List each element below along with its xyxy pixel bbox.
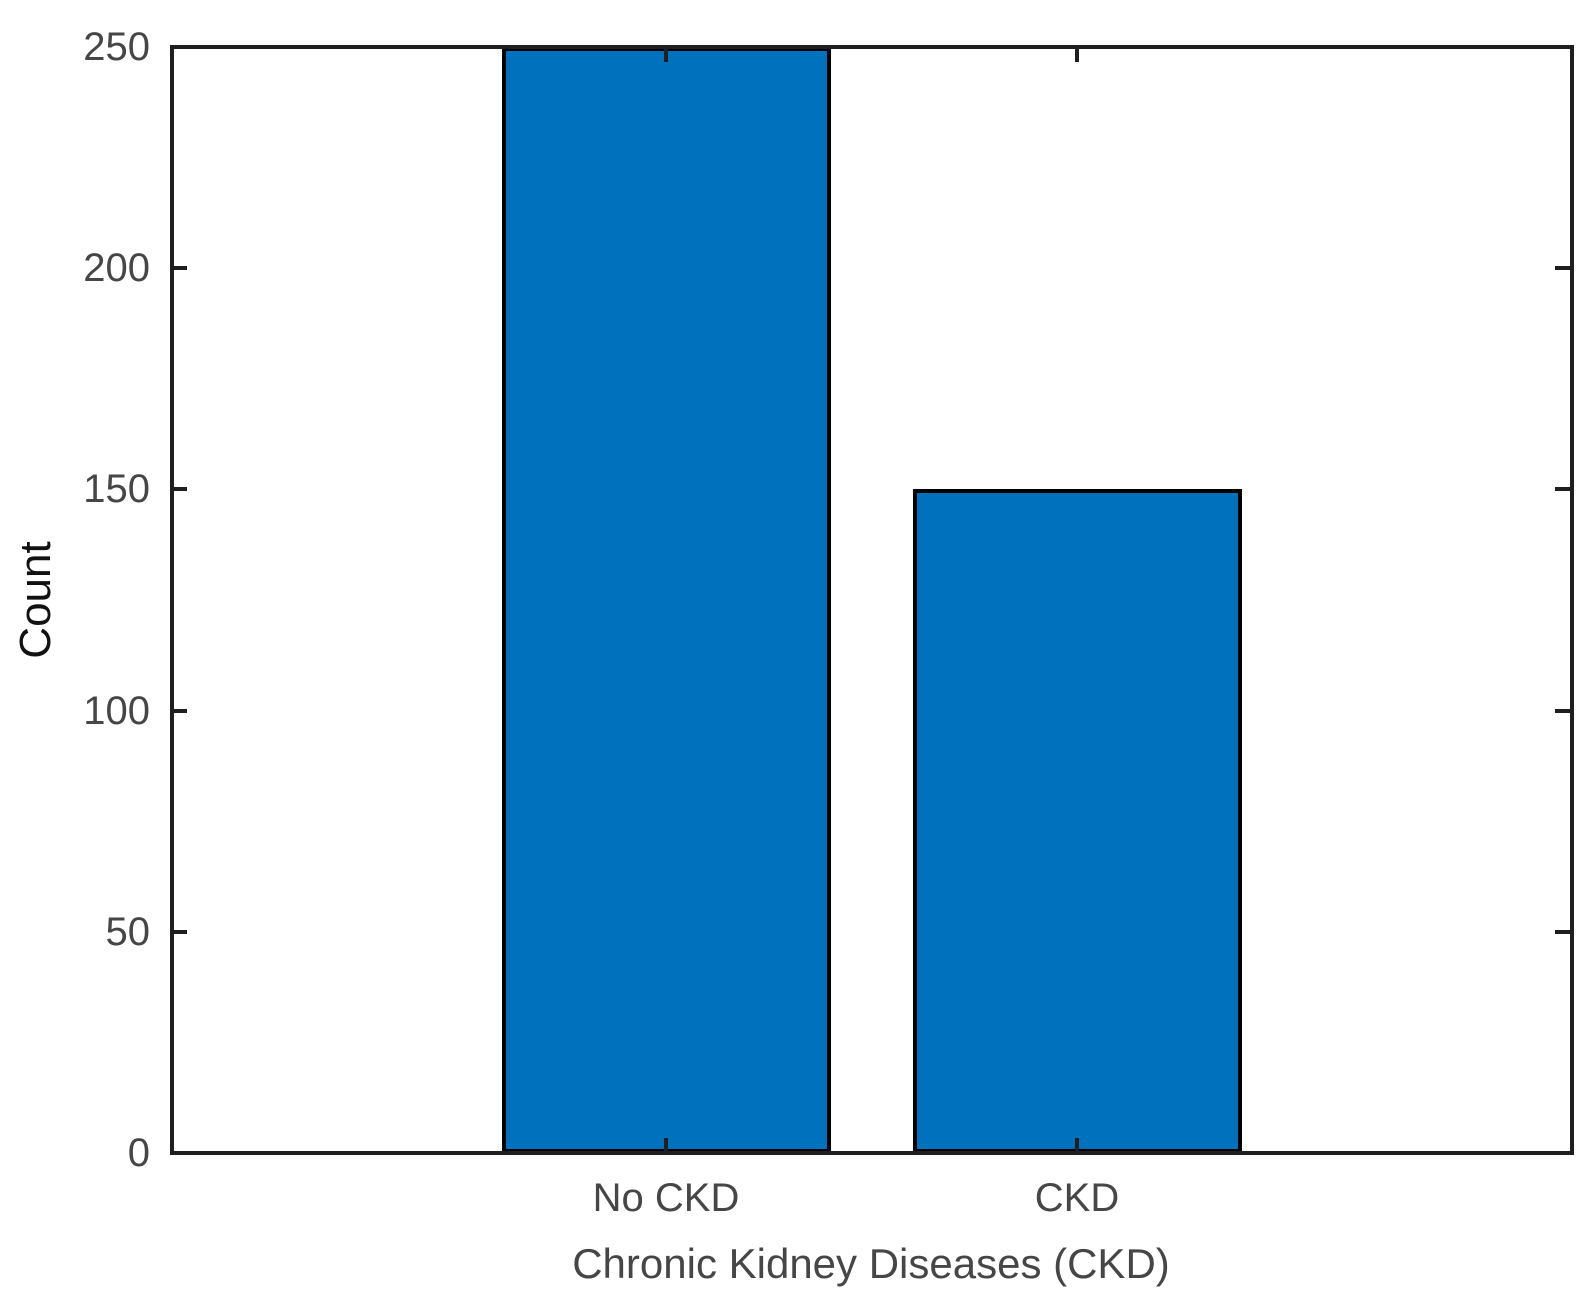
x-tick-bottom [664,1138,668,1153]
x-tick-label-no-ckd: No CKD [592,1176,740,1220]
x-tick-top [664,47,668,62]
y-tick-right [1555,487,1570,491]
y-axis-label: Count [11,541,60,659]
y-tick-left [172,709,187,713]
y-tick-left [172,930,187,934]
y-tick-label-200: 200 [83,246,150,290]
y-tick-right [1555,930,1570,934]
y-tick-left [172,266,187,270]
y-tick-left [172,487,187,491]
y-tick-right [1555,45,1570,49]
plot-area [170,45,1574,1155]
y-tick-left [172,45,187,49]
y-tick-label-250: 250 [83,25,150,69]
y-tick-right [1555,1151,1570,1155]
y-tick-right [1555,266,1570,270]
y-tick-label-0: 0 [127,1131,150,1175]
bar-no-ckd [501,47,831,1153]
x-tick-top [1075,47,1079,62]
bar-ckd [912,489,1242,1153]
y-tick-label-50: 50 [105,910,151,954]
y-tick-label-150: 150 [83,467,150,511]
y-tick-label-100: 100 [83,689,150,733]
x-tick-bottom [1075,1138,1079,1153]
x-axis-label: Chronic Kidney Diseases (CKD) [572,1240,1170,1287]
x-tick-label-ckd: CKD [1034,1176,1120,1220]
y-tick-right [1555,709,1570,713]
y-tick-left [172,1151,187,1155]
